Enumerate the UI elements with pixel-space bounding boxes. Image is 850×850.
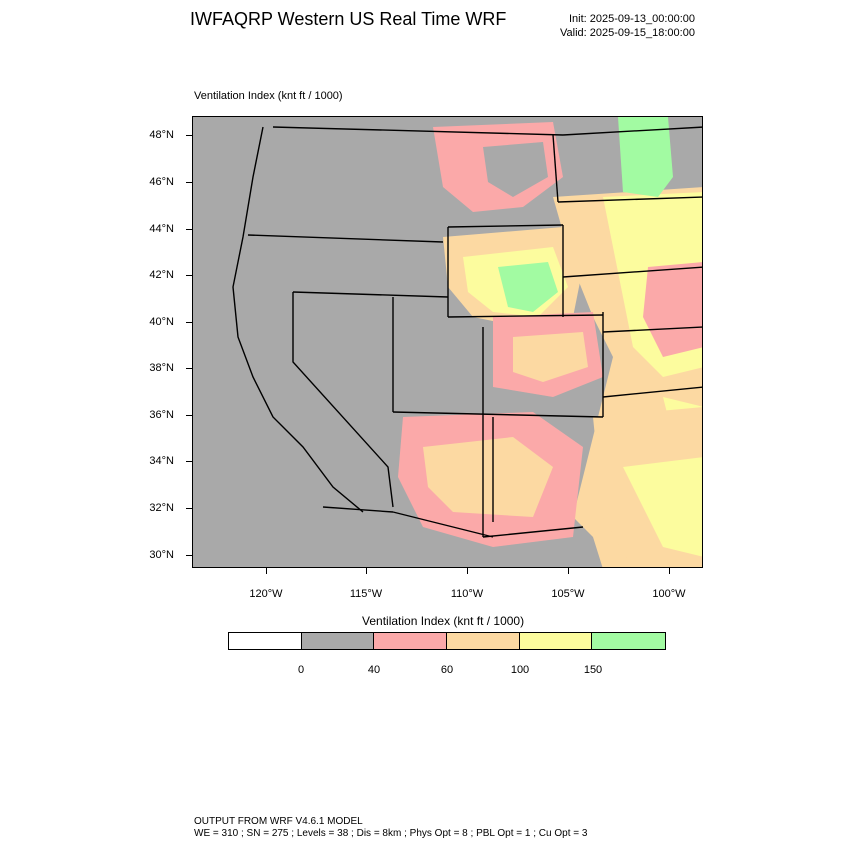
colorbar-tick-label: 150 (583, 664, 603, 676)
lat-label-40: 40°N (149, 316, 174, 328)
model-info-line2: WE = 310 ; SN = 275 ; Levels = 38 ; Dis … (194, 828, 588, 839)
lon-tick (568, 568, 569, 574)
lat-label-42: 42°N (149, 269, 174, 281)
lon-tick (669, 568, 670, 574)
colorbar-cell (374, 633, 447, 649)
lat-tick (186, 415, 192, 416)
colorbar-tick-label: 100 (510, 664, 530, 676)
field-shading (398, 117, 702, 567)
lat-label-46: 46°N (149, 176, 174, 188)
colorbar-cell (301, 633, 375, 649)
lat-label-44: 44°N (149, 223, 174, 235)
colorbar-cell (229, 633, 302, 649)
lat-label-32: 32°N (149, 502, 174, 514)
lat-label-38: 38°N (149, 362, 174, 374)
colorbar-cell (519, 633, 593, 649)
valid-time: Valid: 2025-09-15_18:00:00 (560, 27, 695, 39)
lon-tick (366, 568, 367, 574)
lat-tick (186, 229, 192, 230)
map-title: IWFAQRP Western US Real Time WRF (190, 9, 507, 29)
field-label: Ventilation Index (knt ft / 1000) (194, 90, 343, 102)
colorbar-cell (592, 633, 665, 649)
colorbar (228, 632, 666, 650)
colorbar-title: Ventilation Index (knt ft / 1000) (362, 614, 525, 628)
lat-label-48: 48°N (149, 129, 174, 141)
lon-label-110: 110°W (450, 588, 484, 600)
colorbar-tick-label: 40 (367, 664, 381, 676)
lon-tick (467, 568, 468, 574)
state-borders (232, 126, 702, 538)
lat-tick (186, 135, 192, 136)
init-time: Init: 2025-09-13_00:00:00 (569, 13, 695, 25)
map-canvas (193, 117, 702, 567)
lat-label-34: 34°N (149, 455, 174, 467)
model-info-line1: OUTPUT FROM WRF V4.6.1 MODEL (194, 816, 363, 827)
lon-label-120: 120°W (249, 588, 283, 600)
ventilation-index-map (192, 116, 703, 568)
lat-tick (186, 275, 192, 276)
lon-tick (266, 568, 267, 574)
lat-label-36: 36°N (149, 409, 174, 421)
colorbar-tick-label: 60 (440, 664, 454, 676)
lat-tick (186, 508, 192, 509)
colorbar-tick-label: 0 (297, 664, 305, 676)
lat-tick (186, 182, 192, 183)
lat-label-30: 30°N (149, 549, 174, 561)
lat-tick (186, 461, 192, 462)
lat-tick (186, 555, 192, 556)
lon-label-100: 100°W (652, 588, 686, 600)
lat-tick (186, 322, 192, 323)
lat-tick (186, 368, 192, 369)
lon-label-115: 115°W (349, 588, 383, 600)
colorbar-cell (446, 633, 520, 649)
lon-label-105: 105°W (551, 588, 585, 600)
